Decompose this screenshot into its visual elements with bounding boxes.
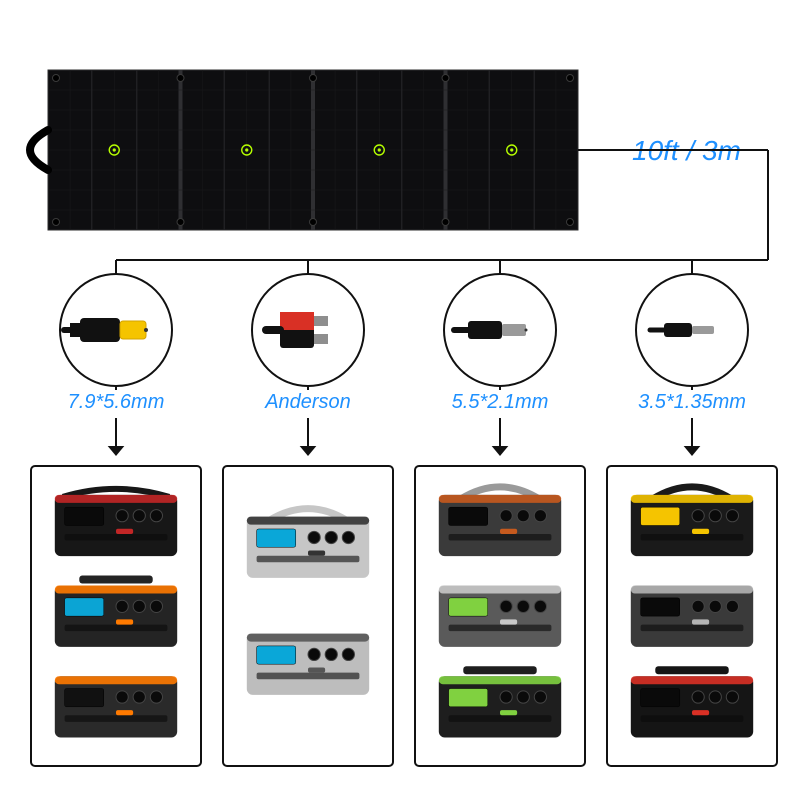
- connector-label-3: 3.5*1.35mm: [638, 391, 746, 413]
- connector-label-1: Anderson: [264, 391, 351, 413]
- device-0-2: [55, 676, 177, 737]
- device-0-1: [55, 576, 177, 647]
- device-2-2: [439, 666, 561, 737]
- connector-label-2: 5.5*2.1mm: [452, 391, 549, 413]
- device-0-0: [55, 489, 177, 556]
- diagram-stage: 10ft / 3m7.9*5.6mmAnderson5.5*2.1mm3.5*1…: [0, 0, 800, 800]
- solar-panel: [30, 70, 578, 230]
- device-3-0: [631, 487, 753, 556]
- device-2-1: [439, 586, 561, 647]
- device-1-0: [247, 509, 369, 578]
- connector-label-0: 7.9*5.6mm: [68, 391, 165, 413]
- device-1-1: [247, 634, 369, 695]
- device-2-0: [439, 487, 561, 556]
- device-3-2: [631, 666, 753, 737]
- device-3-1: [631, 586, 753, 647]
